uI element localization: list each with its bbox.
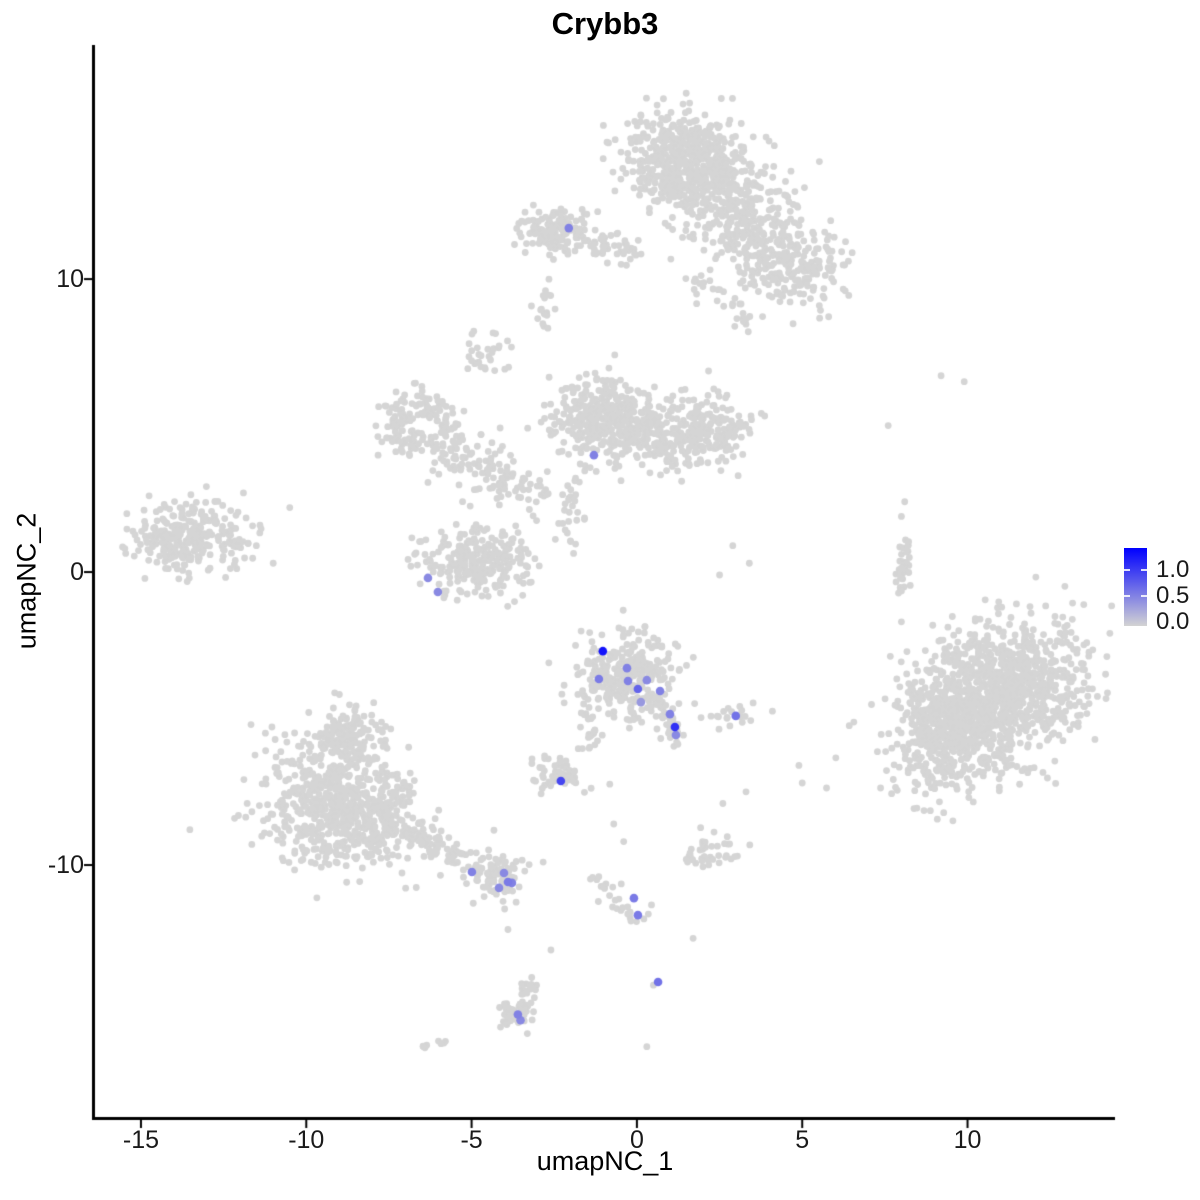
legend-tick-label: 0.5 [1156,582,1190,609]
legend-tick-label: 1.0 [1156,556,1190,583]
y-tick-label: -10 [47,851,84,880]
legend-bar-tick [1141,569,1147,571]
x-tick-label: 5 [795,1126,810,1154]
x-tick-label: 10 [953,1126,982,1154]
x-axis-label: umapNC_1 [536,1146,674,1176]
y-tick-label: 10 [56,265,84,294]
x-tick-label: -5 [460,1126,483,1154]
legend-bar-tick [1124,569,1130,571]
x-tick-label: -10 [288,1126,325,1154]
legend-gradient-bar [1124,548,1147,626]
legend-tick-label: 0.0 [1156,608,1190,635]
x-tick-label: 0 [629,1126,644,1154]
plot-title: Crybb3 [551,6,659,41]
legend-bar-tick [1124,595,1130,597]
x-tick-label: -15 [122,1126,160,1154]
y-tick-label: 0 [70,558,84,587]
legend-bar-tick [1141,595,1147,597]
